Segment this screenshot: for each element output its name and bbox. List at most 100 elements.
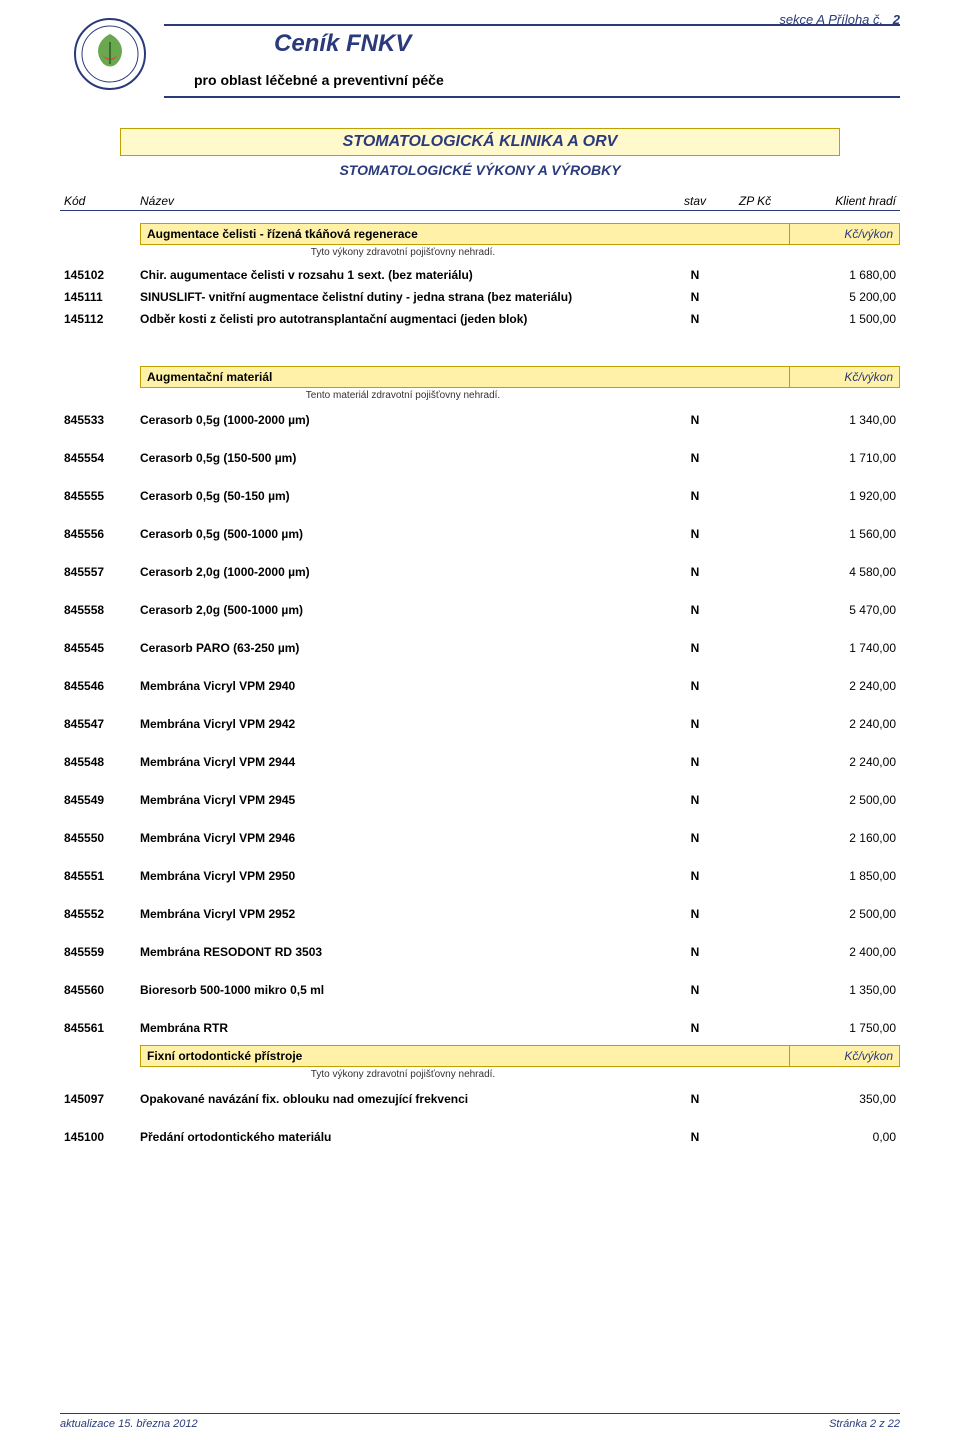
cell-price: 2 500,00 (790, 907, 900, 921)
cell-price: 1 750,00 (790, 1021, 900, 1035)
cell-stav: N (670, 755, 720, 769)
section-label: sekce A (779, 12, 824, 27)
cell-nazev: Cerasorb 0,5g (1000-2000 µm) (140, 413, 670, 427)
table-row: 845555Cerasorb 0,5g (50-150 µm)N1 920,00 (60, 483, 900, 509)
page-subtitle: pro oblast léčebné a preventivní péče (194, 72, 900, 88)
cell-nazev: Cerasorb 0,5g (50-150 µm) (140, 489, 670, 503)
cell-price: 1 680,00 (790, 268, 900, 282)
header: Ceník FNKV pro oblast léčebné a preventi… (60, 0, 900, 98)
group3-label: Fixní ortodontické přístroje (140, 1045, 790, 1067)
group2-note: Tento materiál zdravotní pojišťovny nehr… (140, 388, 660, 407)
group1-note: Tyto výkony zdravotní pojišťovny nehradí… (140, 245, 660, 264)
cell-stav: N (670, 679, 720, 693)
page: sekce A Příloha č. 2 Ceník FNKV pro obla… (0, 0, 960, 1448)
cell-kod: 145102 (60, 268, 140, 282)
table-row: 845561Membrána RTRN1 750,00 (60, 1015, 900, 1041)
cell-zp (720, 603, 790, 617)
col-zp: ZP Kč (720, 194, 790, 208)
cell-kod: 845554 (60, 451, 140, 465)
cell-stav: N (670, 565, 720, 579)
cell-price: 2 160,00 (790, 831, 900, 845)
cell-price: 2 500,00 (790, 793, 900, 807)
column-header: Kód Název stav ZP Kč Klient hradí (60, 192, 900, 211)
cell-nazev: Předání ortodontického materiálu (140, 1130, 670, 1144)
logo-icon (74, 18, 146, 90)
cell-zp (720, 451, 790, 465)
table-row: 145111SINUSLIFT- vnitřní augmentace čeli… (60, 286, 900, 308)
cell-stav: N (670, 717, 720, 731)
table-row: 845547Membrána Vicryl VPM 2942N2 240,00 (60, 711, 900, 737)
cell-price: 1 920,00 (790, 489, 900, 503)
cell-stav: N (670, 869, 720, 883)
group1-header: Augmentace čelisti - řízená tkáňová rege… (140, 223, 900, 245)
cell-zp (720, 527, 790, 541)
cell-price: 2 400,00 (790, 945, 900, 959)
cell-nazev: Bioresorb 500-1000 mikro 0,5 ml (140, 983, 670, 997)
cell-zp (720, 641, 790, 655)
cell-kod: 145111 (60, 290, 140, 304)
cell-nazev: Membrána RESODONT RD 3503 (140, 945, 670, 959)
cell-stav: N (670, 290, 720, 304)
cell-stav: N (670, 489, 720, 503)
table-row: 845550Membrána Vicryl VPM 2946N2 160,00 (60, 825, 900, 851)
footer: aktualizace 15. března 2012 Stránka 2 z … (60, 1413, 900, 1430)
cell-nazev: Odběr kosti z čelisti pro autotransplant… (140, 312, 670, 326)
group2-unit: Kč/výkon (790, 366, 900, 388)
appendix-label: Příloha č. (828, 12, 883, 27)
table-row: 145102Chir. augumentace čelisti v rozsah… (60, 264, 900, 286)
section-bar: STOMATOLOGICKÁ KLINIKA A ORV (120, 128, 840, 156)
section-subtitle: STOMATOLOGICKÉ VÝKONY A VÝROBKY (60, 162, 900, 178)
cell-price: 2 240,00 (790, 679, 900, 693)
cell-kod: 845546 (60, 679, 140, 693)
cell-zp (720, 831, 790, 845)
cell-zp (720, 1092, 790, 1106)
cell-zp (720, 489, 790, 503)
table-row: 845560Bioresorb 500-1000 mikro 0,5 mlN1 … (60, 977, 900, 1003)
col-stav: stav (670, 194, 720, 208)
table-row: 845551Membrána Vicryl VPM 2950N1 850,00 (60, 863, 900, 889)
table-row: 845548Membrána Vicryl VPM 2944N2 240,00 (60, 749, 900, 775)
cell-stav: N (670, 312, 720, 326)
cell-kod: 845551 (60, 869, 140, 883)
col-klient: Klient hradí (790, 194, 900, 208)
cell-zp (720, 1021, 790, 1035)
cell-nazev: Membrána Vicryl VPM 2940 (140, 679, 670, 693)
cell-kod: 145112 (60, 312, 140, 326)
table-row: 845546Membrána Vicryl VPM 2940N 2 240,00 (60, 673, 900, 699)
group1-rows: 145102Chir. augumentace čelisti v rozsah… (60, 264, 900, 330)
cell-zp (720, 793, 790, 807)
cell-price: 2 240,00 (790, 755, 900, 769)
cell-nazev: Membrána Vicryl VPM 2942 (140, 717, 670, 731)
cell-nazev: Membrána RTR (140, 1021, 670, 1035)
cell-nazev: Membrána Vicryl VPM 2952 (140, 907, 670, 921)
cell-stav: N (670, 641, 720, 655)
table-row: 845552Membrána Vicryl VPM 2952N2 500,00 (60, 901, 900, 927)
cell-nazev: Membrána Vicryl VPM 2945 (140, 793, 670, 807)
table-row: 145097Opakované navázání fix. oblouku na… (60, 1086, 900, 1112)
cell-nazev: Cerasorb 2,0g (1000-2000 µm) (140, 565, 670, 579)
cell-zp (720, 983, 790, 997)
cell-kod: 845559 (60, 945, 140, 959)
cell-zp (720, 565, 790, 579)
cell-stav: N (670, 603, 720, 617)
cell-kod: 845557 (60, 565, 140, 579)
col-kod: Kód (60, 194, 140, 208)
cell-nazev: Cerasorb PARO (63-250 µm) (140, 641, 670, 655)
cell-stav: N (670, 831, 720, 845)
cell-price: 1 710,00 (790, 451, 900, 465)
header-appendix: sekce A Příloha č. 2 (779, 12, 900, 27)
table-row: 845549Membrána Vicryl VPM 2945N2 500,00 (60, 787, 900, 813)
cell-nazev: Cerasorb 2,0g (500-1000 µm) (140, 603, 670, 617)
cell-price: 4 580,00 (790, 565, 900, 579)
cell-stav: N (670, 1130, 720, 1144)
cell-kod: 845550 (60, 831, 140, 845)
cell-zp (720, 268, 790, 282)
cell-zp (720, 945, 790, 959)
cell-kod: 845547 (60, 717, 140, 731)
cell-nazev: Cerasorb 0,5g (150-500 µm) (140, 451, 670, 465)
cell-price: 1 350,00 (790, 983, 900, 997)
table-row: 845557Cerasorb 2,0g (1000-2000 µm)N 4 580… (60, 559, 900, 585)
cell-kod: 145100 (60, 1130, 140, 1144)
cell-stav: N (670, 983, 720, 997)
cell-nazev: Cerasorb 0,5g (500-1000 µm) (140, 527, 670, 541)
